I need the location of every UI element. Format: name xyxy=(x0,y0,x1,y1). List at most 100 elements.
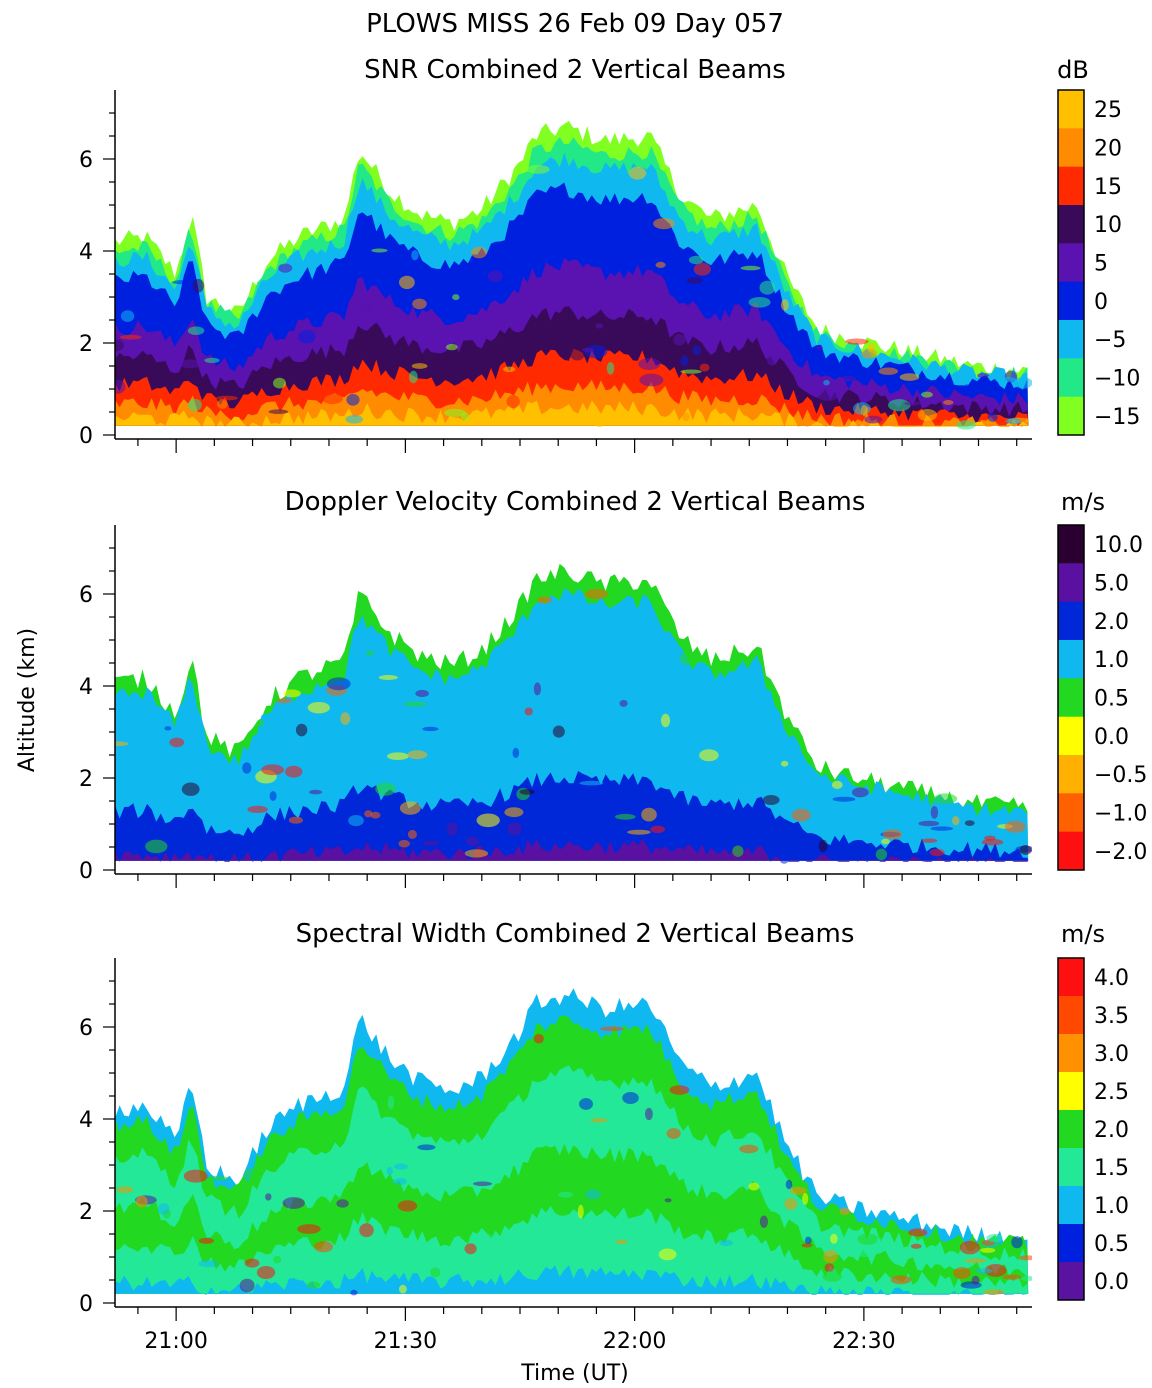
field-speckle xyxy=(557,1191,574,1198)
y-tick-label: 2 xyxy=(79,1200,93,1225)
field-speckle xyxy=(801,1243,813,1248)
colorbar-tick-label: 1.0 xyxy=(1094,648,1129,673)
field-speckle xyxy=(917,409,938,421)
field-speckle xyxy=(956,420,976,430)
field-speckle xyxy=(628,166,647,180)
colorbar-frame xyxy=(1057,89,1085,436)
colorbar-swatch xyxy=(1058,678,1084,718)
field-speckle xyxy=(789,1186,807,1195)
colorbar-swatch xyxy=(1058,320,1084,359)
field-speckle xyxy=(830,1233,838,1244)
field-speckle xyxy=(473,1181,492,1187)
panel-doppler-velocity: 0 2 4 6 10.0 5.0 2.0 1.0 0.5 0.0 −0.5 −1.0 −2.0 xyxy=(79,524,1147,888)
field-speckle xyxy=(882,829,903,840)
field-speckle xyxy=(959,1240,980,1255)
field-speckle xyxy=(169,737,185,748)
field-speckle xyxy=(666,1128,681,1139)
field-speckle xyxy=(446,822,458,837)
y-tick-label: 0 xyxy=(79,859,93,884)
field-speckle xyxy=(599,1026,624,1031)
field-speckle xyxy=(464,849,489,858)
field-speckle xyxy=(145,839,168,854)
field-speckle xyxy=(759,280,776,295)
colorbar-tick-label: 15 xyxy=(1094,175,1122,200)
spectral-width-axes: 0 2 4 6 21:00 21:30 22:00 22:30 xyxy=(79,958,1032,1354)
y-tick-label: 2 xyxy=(79,332,93,357)
field-speckle xyxy=(615,1239,628,1245)
field-speckle xyxy=(192,278,205,293)
field-speckle xyxy=(867,342,876,351)
field-speckle xyxy=(980,1247,996,1253)
field-speckle xyxy=(802,1193,809,1205)
field-speckle xyxy=(183,1169,208,1183)
field-speckle xyxy=(417,1144,436,1151)
field-speckle xyxy=(552,725,565,738)
field-speckle xyxy=(984,1264,1007,1277)
colorbar-tick-label: 0.5 xyxy=(1094,1232,1129,1257)
colorbar-swatch xyxy=(1058,1186,1084,1225)
field-speckle xyxy=(579,780,604,786)
field-speckle xyxy=(391,1108,415,1116)
field-speckle xyxy=(1013,377,1032,389)
field-speckle xyxy=(387,752,409,760)
field-speckle xyxy=(120,310,135,322)
colorbar-tick-label: 2.0 xyxy=(1094,610,1129,635)
field-speckle xyxy=(562,1104,584,1109)
field-speckle xyxy=(581,347,594,353)
field-speckle xyxy=(660,713,671,728)
field-speckle xyxy=(921,391,933,398)
field-speckle xyxy=(464,1243,477,1255)
field-speckle xyxy=(247,805,268,814)
field-speckle xyxy=(135,1195,148,1208)
field-speckle xyxy=(845,338,869,345)
field-speckle xyxy=(468,1232,493,1244)
field-speckle xyxy=(875,848,888,861)
field-speckle xyxy=(288,816,303,824)
field-speckle xyxy=(890,1275,912,1285)
field-speckle xyxy=(387,1095,395,1110)
field-speckle xyxy=(878,367,899,375)
colorbar-swatch xyxy=(1058,831,1084,871)
field-speckle xyxy=(823,379,830,386)
colorbar-swatch xyxy=(1058,243,1084,283)
colorbar-swatch xyxy=(1058,958,1084,997)
field-speckle xyxy=(975,1268,993,1274)
field-speckle xyxy=(977,372,989,378)
field-speckle xyxy=(693,262,711,276)
field-speckle xyxy=(269,791,277,801)
field-band-8 xyxy=(115,400,1029,427)
field-speckle xyxy=(994,376,1017,383)
field-speckle xyxy=(650,825,665,834)
colorbar-tick-label: 5.0 xyxy=(1094,572,1129,597)
field-speckle xyxy=(285,765,303,778)
field-speckle xyxy=(686,277,703,284)
field-band-2 xyxy=(115,771,1029,861)
field-speckle xyxy=(242,762,252,774)
field-speckle xyxy=(780,299,789,311)
field-speckle xyxy=(445,343,458,351)
field-speckle xyxy=(851,787,869,798)
field-speckle xyxy=(148,1167,162,1179)
field-speckle xyxy=(198,1260,219,1268)
field-speckle xyxy=(622,1092,639,1104)
colorbar-tick-label: 10.0 xyxy=(1094,533,1143,558)
field-speckle xyxy=(504,807,524,818)
colorbar-tick-label: 0.5 xyxy=(1094,687,1129,712)
field-speckle xyxy=(115,380,126,394)
field-speckle xyxy=(375,782,396,796)
x-tick-label: 21:30 xyxy=(374,1329,437,1354)
colorbar-swatch xyxy=(1058,525,1084,564)
colorbar-tick-label: 1.5 xyxy=(1094,1156,1129,1181)
field-speckle xyxy=(854,1245,878,1258)
field-speckle xyxy=(403,701,427,707)
field-speckle xyxy=(399,801,421,815)
field-speckle xyxy=(298,330,316,344)
field-speckle xyxy=(688,255,704,265)
field-speckle xyxy=(412,298,427,310)
field-speckle xyxy=(692,345,701,356)
colorbar-tick-label: −10 xyxy=(1094,367,1140,392)
field-speckle xyxy=(585,1189,601,1200)
field-speckle xyxy=(824,1263,835,1273)
x-tick-label: 22:00 xyxy=(603,1329,666,1354)
field-speckle xyxy=(411,363,428,369)
